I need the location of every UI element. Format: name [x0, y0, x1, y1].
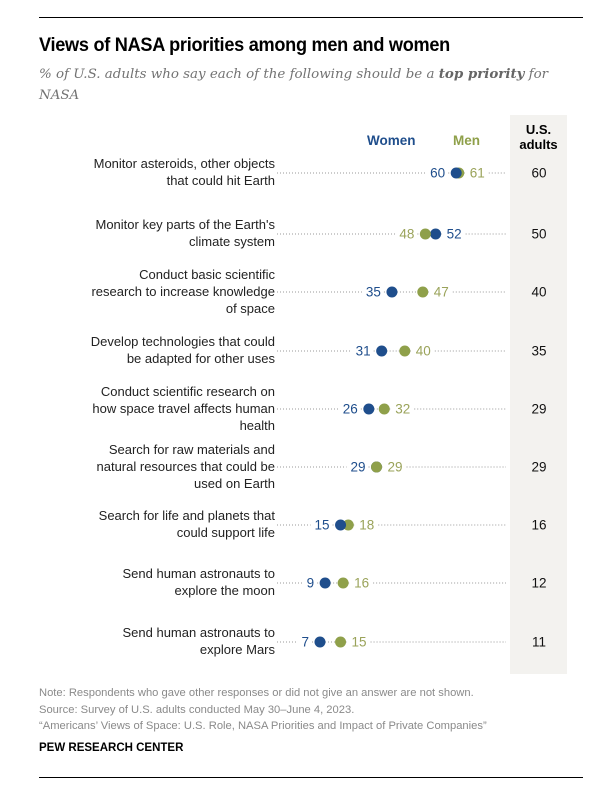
men-value-label: 32: [395, 402, 410, 417]
category-label-line: that could hit Earth: [166, 173, 275, 188]
men-dot: [378, 403, 390, 415]
men-dot: [399, 345, 411, 357]
category-label-line: explore the moon: [174, 583, 275, 598]
source-text: Source: Survey of U.S. adults conducted …: [39, 703, 355, 716]
category-label: Conduct basic scientific research to incr…: [91, 266, 275, 317]
men-value-label: 47: [434, 285, 449, 300]
category-label: Send human astronauts to explore Mars: [123, 624, 276, 658]
brand-name: PEW RESEARCH CENTER: [39, 742, 184, 754]
note-text: Note: Respondents who gave other respons…: [39, 687, 474, 699]
men-dot: [419, 228, 431, 240]
us-adults-column: [510, 115, 567, 674]
category-label-line: Monitor key parts of the Earth's: [95, 217, 275, 232]
category-label-line: climate system: [189, 234, 275, 249]
category-label: Conduct scientific research on how space …: [92, 383, 275, 434]
women-dot: [376, 345, 388, 357]
men-dot: [337, 577, 349, 589]
women-value-label: 31: [356, 344, 371, 359]
category-label-line: research to increase knowledge: [91, 283, 275, 299]
men-value-label: 15: [352, 635, 367, 650]
category-label-line: natural resources that could be: [96, 458, 276, 474]
report-text: “Americans’ Views of Space: U.S. Role, N…: [39, 720, 487, 732]
men-value-label: 61: [470, 166, 485, 181]
women-value-label: 26: [343, 402, 358, 417]
us-adults-value: 60: [531, 166, 546, 181]
women-value-label: 29: [350, 460, 365, 475]
chart-title: Views of NASA priorities among men and w…: [39, 34, 450, 56]
men-value-label: 40: [416, 344, 431, 359]
us-adults-value: 29: [531, 460, 546, 475]
category-label: Search for life and planets that could su…: [99, 507, 275, 541]
category-label: Send human astronauts to explore the moon: [123, 565, 276, 599]
category-label: Search for raw materials and natural reso…: [97, 441, 276, 492]
subtitle-text-end: for NASA: [39, 67, 549, 103]
category-label-line: Conduct basic scientific: [139, 266, 275, 282]
men-dot: [342, 519, 354, 531]
us-adults-header: U.S. adults: [510, 122, 567, 152]
women-dot: [450, 167, 462, 179]
us-adults-header-line2: adults: [519, 137, 558, 152]
subtitle-text: % of U.S. adults who say each of the fol…: [39, 67, 439, 82]
women-dot: [335, 519, 347, 531]
women-value-label: 7: [301, 635, 309, 650]
category-label: Monitor asteroids, other objects that cou…: [94, 155, 275, 189]
category-label-line: Send human astronauts to: [122, 625, 276, 640]
category-label: Develop technologies that could be adapte…: [91, 333, 275, 367]
men-dot: [335, 636, 347, 648]
category-label-line: be adapted for other uses: [126, 351, 275, 366]
category-label-line: explore Mars: [199, 642, 275, 657]
legend-men: Men: [453, 133, 480, 148]
category-label-line: Conduct scientific research on: [100, 383, 275, 399]
category-label-line: how space travel affects human: [92, 400, 275, 416]
category-label-line: used on Earth: [194, 475, 275, 491]
category-label-line: Search for life and planets that: [98, 508, 275, 523]
category-label: Monitor key parts of the Earth's climate …: [95, 216, 275, 250]
women-value-label: 15: [315, 518, 330, 533]
category-label-line: Develop technologies that could: [90, 334, 275, 349]
category-label-line: could support life: [176, 525, 275, 540]
bottom-rule: [39, 777, 583, 778]
us-adults-value: 40: [531, 285, 546, 300]
women-dot: [319, 577, 331, 589]
legend-women: Women: [367, 133, 416, 148]
women-value-label: 9: [307, 576, 315, 591]
category-label-line: Send human astronauts to: [122, 566, 276, 581]
us-adults-value: 12: [531, 576, 546, 591]
women-dot: [314, 636, 326, 648]
category-label-line: of space: [225, 300, 275, 316]
chart-subtitle: % of U.S. adults who say each of the fol…: [39, 64, 569, 106]
men-value-label: 16: [354, 576, 369, 591]
women-value-label: 60: [430, 166, 445, 181]
women-value-label: 35: [366, 285, 381, 300]
category-label-line: health: [239, 417, 275, 433]
men-value-label: 29: [388, 460, 403, 475]
footnotes: Note: Respondents who gave other respons…: [39, 685, 487, 735]
men-dot: [371, 461, 383, 473]
men-value-label: 18: [359, 518, 374, 533]
us-adults-value: 35: [531, 344, 546, 359]
us-adults-header-line1: U.S.: [525, 122, 552, 137]
women-dot: [430, 228, 442, 240]
us-adults-value: 16: [531, 518, 546, 533]
men-dot: [417, 286, 429, 298]
women-dot: [363, 403, 375, 415]
us-adults-value: 11: [532, 635, 546, 650]
subtitle-emphasis: top priority: [438, 66, 525, 82]
men-value-label: 48: [399, 227, 414, 242]
women-value-label: 52: [447, 227, 462, 242]
us-adults-value: 29: [531, 402, 546, 417]
top-rule: [39, 17, 583, 18]
category-label-line: Search for raw materials and: [108, 441, 275, 457]
us-adults-value: 50: [531, 227, 546, 242]
women-dot: [386, 286, 398, 298]
category-label-line: Monitor asteroids, other objects: [93, 156, 275, 171]
